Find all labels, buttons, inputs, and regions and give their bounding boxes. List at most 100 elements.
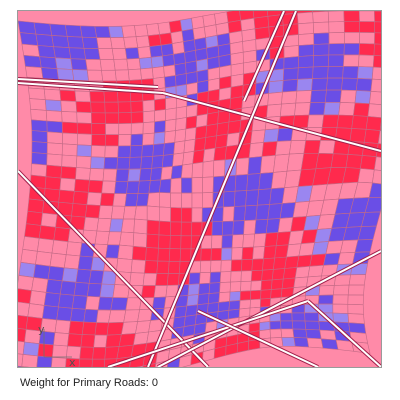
city-block: [373, 156, 381, 171]
city-block: [18, 288, 32, 304]
city-block: [61, 121, 78, 135]
city-block: [105, 244, 120, 259]
city-block: [269, 320, 282, 330]
city-block: [38, 225, 56, 241]
city-block: [315, 152, 334, 170]
city-block: [71, 203, 88, 218]
city-block: [30, 119, 48, 133]
city-block: [175, 117, 187, 131]
city-block: [221, 234, 234, 249]
city-block: [175, 73, 188, 87]
city-block: [148, 318, 164, 333]
city-block: [164, 118, 177, 133]
city-block: [368, 182, 381, 198]
city-block: [141, 285, 156, 299]
city-block: [239, 290, 252, 301]
city-block: [279, 102, 297, 117]
city-block: [136, 192, 150, 207]
city-block: [90, 145, 106, 158]
city-block: [202, 176, 214, 194]
city-block: [89, 91, 106, 103]
city-block: [173, 305, 188, 319]
city-block: [130, 100, 144, 113]
city-block: [332, 284, 350, 296]
city-block: [22, 341, 40, 357]
city-block: [367, 103, 381, 118]
city-block: [21, 43, 40, 58]
city-block: [77, 255, 94, 271]
city-block: [131, 245, 147, 261]
city-block: [71, 294, 88, 310]
city-block: [235, 157, 250, 176]
city-block: [44, 176, 62, 191]
city-block: [167, 260, 181, 274]
city-block: [175, 105, 188, 120]
city-block: [205, 123, 219, 138]
city-block: [280, 320, 294, 330]
city-block: [124, 47, 140, 60]
city-block: [53, 46, 72, 60]
city-block: [20, 248, 38, 265]
city-block: [355, 78, 373, 92]
city-block: [49, 23, 68, 37]
city-block: [379, 121, 381, 132]
city-block: [241, 246, 254, 261]
city-block: [114, 69, 130, 82]
city-block: [35, 33, 54, 48]
city-block: [261, 269, 274, 281]
city-block: [76, 111, 92, 124]
city-block: [158, 234, 171, 249]
city-block: [251, 258, 264, 272]
city-block: [146, 192, 160, 208]
city-block: [47, 265, 65, 282]
city-block: [121, 321, 138, 335]
city-block: [332, 294, 349, 305]
city-block: [37, 45, 56, 59]
primary-road: [18, 78, 159, 88]
city-block: [144, 260, 159, 274]
city-block: [218, 291, 231, 303]
city-block: [369, 90, 381, 105]
city-block: [343, 54, 360, 67]
city-block: [160, 43, 174, 57]
city-block: [271, 268, 286, 281]
city-block: [327, 54, 345, 67]
city-block: [248, 142, 264, 159]
city-block: [125, 297, 142, 311]
city-block: [365, 116, 381, 131]
city-block: [263, 128, 280, 143]
city-block: [198, 282, 211, 295]
city-block: [229, 281, 242, 293]
city-block: [101, 180, 117, 194]
city-block: [18, 365, 23, 367]
city-block: [174, 128, 187, 143]
city-block: [353, 102, 370, 117]
city-block: [250, 289, 262, 301]
city-block: [259, 329, 271, 340]
city-block: [357, 168, 375, 184]
city-block: [117, 145, 132, 158]
city-block: [343, 43, 360, 56]
y-axis-label: y: [38, 323, 45, 336]
city-block: [165, 96, 177, 110]
city-block: [118, 112, 132, 125]
city-blocks-map: y x: [18, 11, 381, 367]
city-block: [245, 189, 260, 207]
city-block: [268, 80, 284, 94]
city-block: [146, 233, 160, 249]
city-block: [180, 163, 194, 179]
city-block: [209, 271, 222, 284]
city-block: [171, 41, 185, 55]
city-block: [347, 303, 364, 315]
city-block: [169, 235, 182, 250]
city-block: [87, 179, 104, 194]
city-block: [64, 24, 83, 38]
city-block: [347, 284, 365, 296]
city-block: [97, 296, 114, 311]
city-block: [207, 292, 220, 304]
city-block: [303, 139, 321, 154]
city-block: [219, 281, 231, 294]
city-block: [183, 138, 196, 154]
city-block: [53, 226, 71, 243]
axis-indicator: y x: [38, 323, 76, 367]
